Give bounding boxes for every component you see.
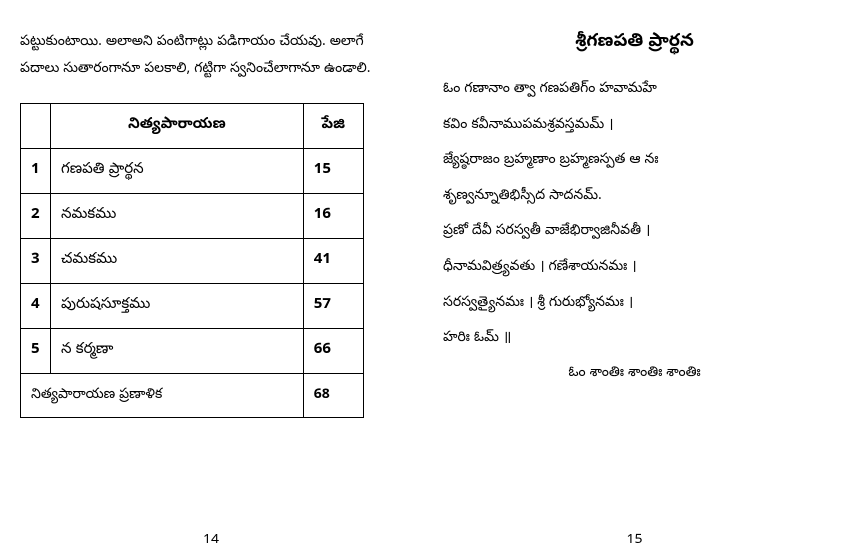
right-page: శ్రీగణపతి ప్రార్థన ఓం గణానాం త్వా గణపతిగ… [423, 0, 846, 560]
row-title: చమకము [51, 239, 304, 284]
footer-title: నిత్యపారాయణ ప్రణాళిక [21, 374, 304, 418]
page-number-left: 14 [203, 531, 219, 550]
row-page: 16 [303, 194, 363, 239]
table-header-row: నిత్యపారాయణ పేజి [21, 104, 364, 149]
prayer-line: సరస్వత్యైనమః । శ్రీ గురుభ్యోనమః । [443, 287, 826, 321]
prayer-line: హరిః ఓమ్ ॥ [443, 322, 826, 356]
prayer-title: శ్రీగణపతి ప్రార్థన [443, 30, 826, 55]
row-num: 3 [21, 239, 51, 284]
row-num: 5 [21, 329, 51, 374]
prayer-line: ఓం గణానాం త్వా గణపతిగ్ం హవామహే [443, 73, 826, 107]
row-title: పురుషసూక్తము [51, 284, 304, 329]
left-page: పట్టుకుంటాయి. అలాఅని పంటిగాట్లు పడిగాయం … [0, 0, 423, 560]
row-num: 4 [21, 284, 51, 329]
table-row: 1 గణపతి ప్రార్థన 15 [21, 149, 364, 194]
row-num: 2 [21, 194, 51, 239]
table-footer-row: నిత్యపారాయణ ప్రణాళిక 68 [21, 374, 364, 418]
prayer-line: జ్యేష్ఠరాజం బ్రహ్మణాం బ్రహ్మణస్పత ఆ నః [443, 144, 826, 178]
table-row: 3 చమకము 41 [21, 239, 364, 284]
prayer-line: శృణ్వన్నూతిభిస్సీద సాదనమ్. [443, 180, 826, 214]
row-title: గణపతి ప్రార్థన [51, 149, 304, 194]
row-num: 1 [21, 149, 51, 194]
row-title: న కర్మణా [51, 329, 304, 374]
page-number-right: 15 [626, 531, 642, 550]
footer-page: 68 [303, 374, 363, 418]
row-page: 57 [303, 284, 363, 329]
row-page: 15 [303, 149, 363, 194]
prayer-closing: ఓం శాంతిః శాంతిః శాంతిః [443, 364, 826, 383]
table-row: 2 నమకము 16 [21, 194, 364, 239]
row-page: 41 [303, 239, 363, 284]
header-title: నిత్యపారాయణ [51, 104, 304, 149]
prayer-line: కవిం కవీనాముపమశ్రవస్తమమ్ । [443, 109, 826, 143]
prayer-line: ప్రణో దేవీ సరస్వతీ వాజేభిర్వాజినీవతీ । [443, 215, 826, 249]
table-row: 4 పురుషసూక్తము 57 [21, 284, 364, 329]
contents-table: నిత్యపారాయణ పేజి 1 గణపతి ప్రార్థన 15 2 న… [20, 103, 364, 418]
table-body: 1 గణపతి ప్రార్థన 15 2 నమకము 16 3 చమకము 4… [21, 149, 364, 418]
row-page: 66 [303, 329, 363, 374]
header-page: పేజి [303, 104, 363, 149]
prayer-line: ధీనామవిత్ర్యవతు । గణేశాయనమః । [443, 251, 826, 285]
table-row: 5 న కర్మణా 66 [21, 329, 364, 374]
header-blank [21, 104, 51, 149]
intro-paragraph: పట్టుకుంటాయి. అలాఅని పంటిగాట్లు పడిగాయం … [20, 30, 402, 83]
row-title: నమకము [51, 194, 304, 239]
